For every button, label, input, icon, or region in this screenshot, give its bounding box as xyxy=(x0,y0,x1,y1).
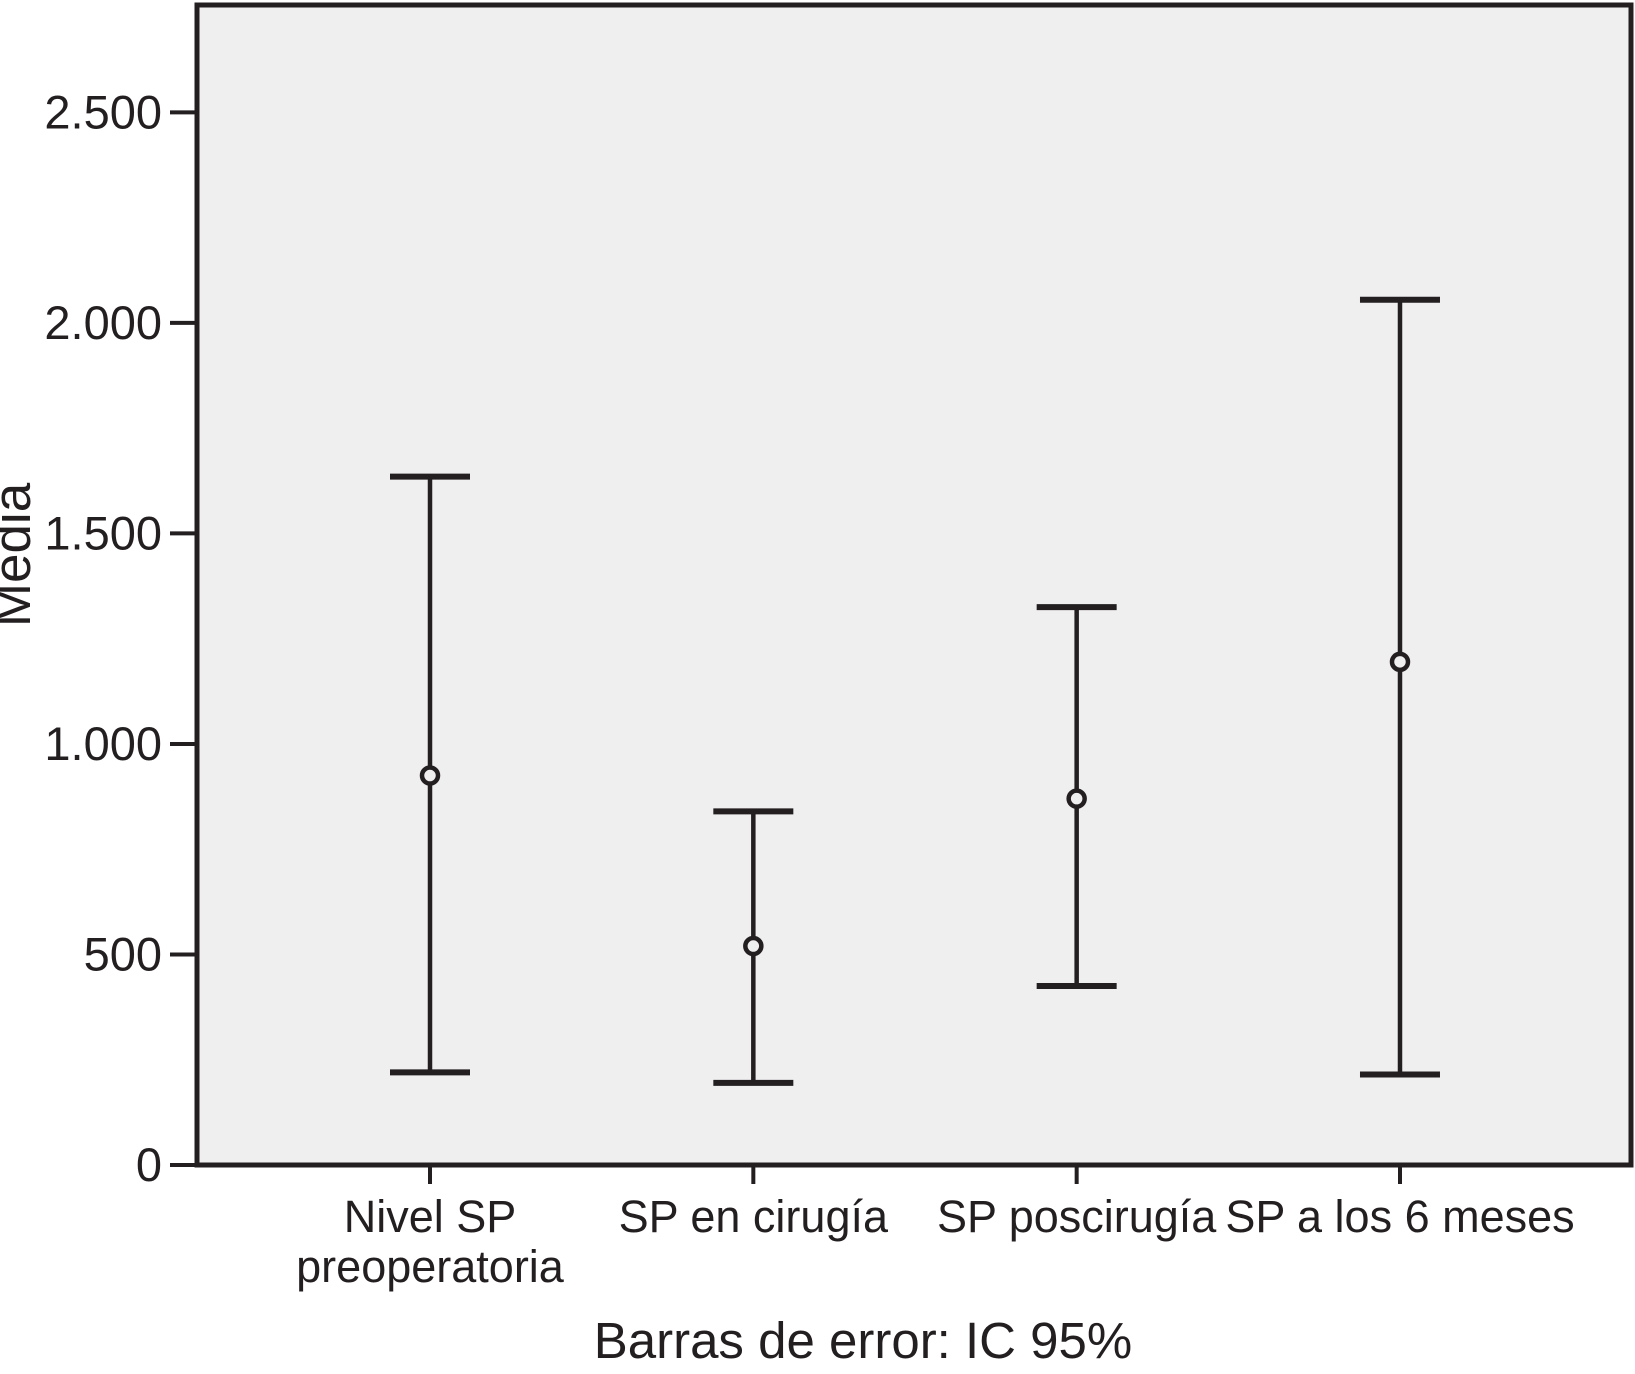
y-axis-tick-label: 2.500 xyxy=(44,85,162,138)
x-axis-category-label: SP a los 6 meses xyxy=(1225,1191,1574,1242)
x-axis-category-label: preoperatoria xyxy=(296,1241,565,1292)
x-axis-category-label: SP en cirugía xyxy=(619,1191,889,1242)
mean-marker xyxy=(419,765,441,786)
y-axis-title: Media xyxy=(0,482,42,627)
mean-marker xyxy=(743,935,764,957)
y-axis-tick-label: 1.000 xyxy=(44,717,162,770)
x-axis-category-label: Nivel SP xyxy=(344,1191,517,1242)
y-axis-tick-label: 0 xyxy=(136,1138,162,1191)
y-axis-tick-label: 2.000 xyxy=(44,296,162,349)
chart-caption: Barras de error: IC 95% xyxy=(594,1312,1133,1369)
mean-marker xyxy=(1066,788,1087,809)
plot-area xyxy=(194,2,1634,1168)
y-axis-tick-label: 500 xyxy=(84,927,162,980)
y-axis-tick-label: 1.500 xyxy=(44,506,162,559)
x-axis-category-label: SP poscirugía xyxy=(937,1191,1217,1242)
mean-marker xyxy=(1389,651,1411,673)
